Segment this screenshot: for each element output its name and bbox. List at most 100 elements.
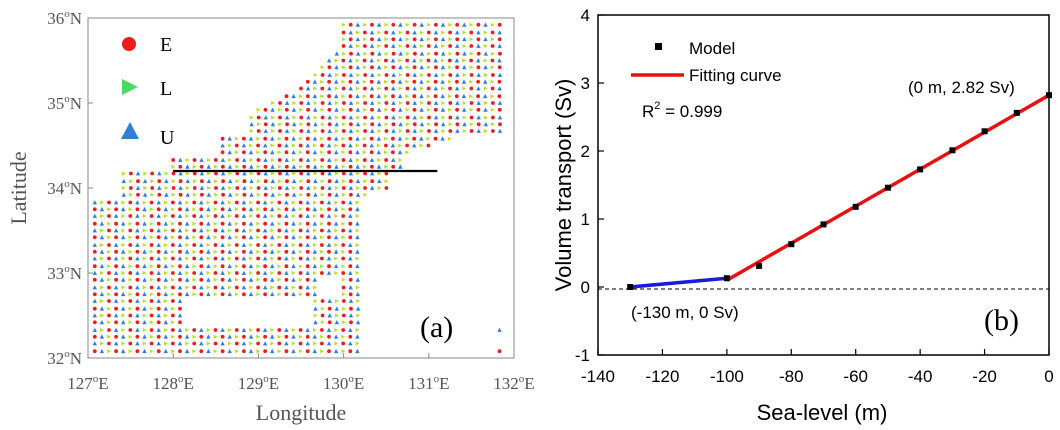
grid-point-e (305, 249, 310, 254)
grid-point-e (263, 164, 268, 169)
grid-point-u (412, 72, 417, 77)
grid-point-l (185, 228, 190, 233)
grid-point-l (171, 221, 176, 226)
grid-point-u (397, 136, 403, 141)
grid-point-l (192, 292, 197, 297)
grid-point-e (242, 292, 246, 297)
grid-point-u (142, 206, 147, 212)
grid-point-e (221, 164, 225, 169)
grid-point-l (469, 51, 474, 56)
grid-point-e (178, 264, 182, 269)
grid-point-e (469, 101, 474, 105)
grid-point-l (107, 249, 112, 254)
grid-point-u (227, 334, 232, 339)
grid-point-l (313, 158, 318, 162)
grid-point-l (227, 214, 232, 218)
grid-point-l (405, 22, 410, 27)
grid-point-l (128, 334, 133, 339)
grid-point-e (178, 306, 182, 311)
grid-point-l (484, 129, 488, 133)
grid-point-e (114, 249, 118, 254)
grid-point-e (235, 186, 240, 190)
grid-point-l (256, 207, 261, 212)
grid-point-e (178, 207, 182, 212)
grid-point-e (327, 94, 331, 99)
grid-point-e (391, 94, 395, 99)
grid-point-e (277, 200, 282, 205)
grid-point-u (355, 79, 360, 84)
grid-point-e (348, 37, 353, 42)
grid-point-e (107, 200, 111, 205)
grid-point-e (469, 115, 474, 120)
grid-point-u (334, 320, 339, 325)
grid-point-l (213, 235, 218, 240)
panel-a-x-tick-label: 129oE (238, 373, 279, 393)
grid-point-l (164, 200, 168, 205)
grid-point-e (384, 129, 389, 133)
grid-point-u (113, 256, 119, 261)
grid-point-u (376, 150, 381, 155)
grid-point-l (143, 171, 148, 176)
grid-point-e (305, 277, 310, 282)
grid-point-l (405, 65, 410, 70)
grid-point-u (476, 72, 481, 77)
grid-point-u (326, 327, 332, 332)
grid-point-l (206, 285, 211, 290)
grid-point-l (448, 37, 453, 42)
grid-point-l (448, 79, 452, 84)
grid-point-e (327, 65, 332, 70)
grid-point-l (298, 292, 303, 297)
grid-point-u (412, 100, 417, 105)
grid-point-u (263, 128, 268, 133)
grid-point-u (483, 37, 488, 42)
grid-point-e (192, 271, 197, 275)
grid-point-l (341, 107, 346, 112)
grid-point-l (270, 243, 275, 247)
grid-point-l (469, 107, 474, 112)
grid-point-l (419, 44, 424, 48)
grid-point-l (107, 235, 112, 240)
grid-point-u (199, 256, 204, 261)
grid-point-u (348, 270, 353, 275)
grid-point-u (135, 213, 140, 218)
grid-point-u (92, 298, 97, 303)
grid-point-e (370, 164, 374, 169)
grid-point-l (192, 334, 197, 339)
grid-point-e (107, 214, 111, 218)
grid-point-l (142, 313, 147, 318)
grid-point-u (355, 221, 360, 226)
grid-point-e (242, 136, 246, 141)
grid-point-e (342, 73, 346, 77)
grid-point-e (305, 349, 310, 354)
grid-point-l (142, 256, 147, 261)
grid-point-l (249, 129, 254, 133)
grid-point-l (128, 320, 133, 325)
grid-point-e (135, 264, 140, 269)
grid-point-l (356, 30, 360, 35)
grid-point-e (327, 122, 332, 127)
grid-point-e (306, 164, 310, 169)
grid-point-e (305, 221, 310, 226)
grid-point-u (440, 93, 445, 99)
grid-point-e (434, 37, 438, 42)
grid-point-e (242, 164, 247, 169)
grid-point-e (497, 22, 502, 27)
grid-point-l (462, 73, 467, 77)
grid-point-e (349, 192, 353, 197)
grid-point-u (206, 348, 211, 354)
grid-point-l (320, 306, 325, 311)
grid-point-e (242, 179, 247, 184)
grid-point-e (278, 129, 282, 133)
grid-point-e (92, 334, 97, 339)
grid-point-l (277, 349, 282, 354)
grid-point-l (121, 256, 126, 261)
grid-point-u (391, 100, 396, 105)
grid-point-l (171, 334, 176, 339)
grid-point-u (113, 285, 119, 290)
grid-point-l (206, 228, 211, 233)
grid-point-u (333, 348, 339, 354)
grid-point-l (150, 179, 155, 184)
grid-point-e (156, 349, 161, 354)
grid-point-e (256, 228, 260, 233)
grid-point-l (448, 107, 453, 112)
